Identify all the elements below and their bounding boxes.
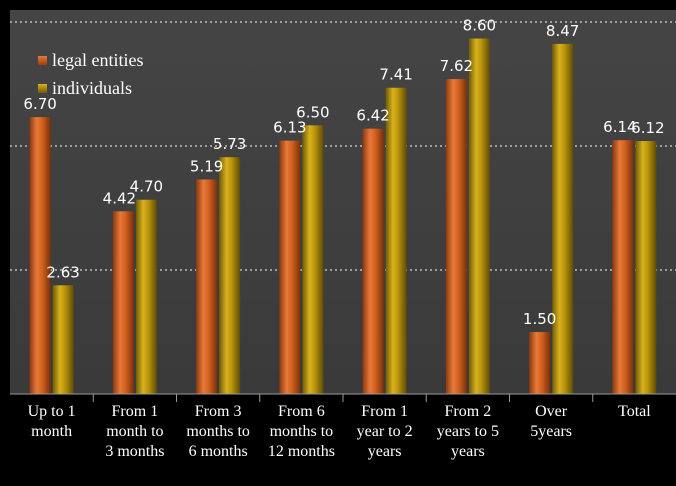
bar-individuals-2 <box>219 157 241 394</box>
data-label-individuals-1: 4.70 <box>130 178 163 196</box>
data-label-individuals-7: 6.12 <box>631 119 664 137</box>
data-label-individuals-3: 6.50 <box>296 103 329 121</box>
bar-legal-entities-1 <box>112 211 134 394</box>
legend-item-legal-entities: legal entities <box>38 46 143 74</box>
bar-individuals-6 <box>552 43 574 394</box>
x-tick-label-3: From 6 months to 12 months <box>267 403 335 460</box>
x-tick-label-5: From 2 years to 5 years <box>436 403 499 460</box>
data-label-individuals-0: 2.63 <box>46 263 79 281</box>
x-tick-label-0: Up to 1 month <box>27 403 76 440</box>
bar-individuals-4 <box>385 87 407 394</box>
x-tick-label-1: From 1 month to 3 months <box>105 403 165 460</box>
legend-item-individuals: individuals <box>38 74 143 102</box>
bar-legal-entities-0 <box>29 117 51 395</box>
data-label-legal-entities-3: 6.13 <box>273 119 306 137</box>
bar-legal-entities-7 <box>612 140 634 394</box>
legend: legal entities individuals <box>38 46 143 102</box>
data-label-legal-entities-0: 6.70 <box>23 95 56 113</box>
bar-legal-entities-6 <box>529 332 551 394</box>
legend-swatch-individuals <box>38 83 47 93</box>
data-label-legal-entities-2: 5.19 <box>190 157 223 175</box>
data-label-individuals-5: 8.60 <box>463 17 496 35</box>
data-label-legal-entities-5: 7.62 <box>440 57 473 75</box>
bar-legal-entities-5 <box>445 79 467 394</box>
bar-individuals-3 <box>302 125 324 394</box>
bar-individuals-7 <box>635 141 657 394</box>
x-tick-label-4: From 1 year to 2 years <box>356 403 413 460</box>
bar-individuals-5 <box>468 38 490 395</box>
bar-legal-entities-3 <box>279 140 301 394</box>
data-label-legal-entities-1: 4.42 <box>103 189 136 207</box>
data-label-individuals-6: 8.47 <box>546 22 579 40</box>
bar-individuals-1 <box>135 199 157 394</box>
bar-legal-entities-2 <box>196 179 218 394</box>
x-tick-label-6: Over 5years <box>530 403 572 440</box>
bar-individuals-0 <box>52 285 74 394</box>
legend-label-legal-entities: legal entities <box>52 49 144 70</box>
x-tick-label-2: From 3 months to 6 months <box>186 403 250 460</box>
data-label-legal-entities-7: 6.14 <box>603 118 636 136</box>
x-tick-label-7: Total <box>618 403 651 420</box>
data-label-individuals-4: 7.41 <box>379 66 412 84</box>
data-label-individuals-2: 5.73 <box>213 135 246 153</box>
data-label-legal-entities-6: 1.50 <box>523 310 556 328</box>
data-label-legal-entities-4: 6.42 <box>356 107 389 125</box>
bar-legal-entities-4 <box>362 128 384 394</box>
legend-swatch-legal-entities <box>38 55 47 65</box>
legend-label-individuals: individuals <box>52 77 132 98</box>
